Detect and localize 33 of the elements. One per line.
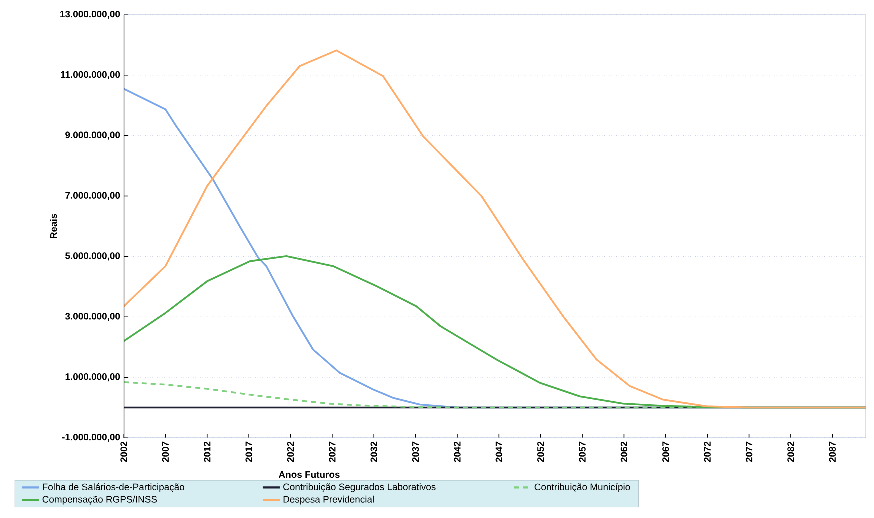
x-tick-label: 2037 — [412, 442, 420, 462]
legend-label: Contribuição Segurados Laborativos — [284, 484, 436, 492]
x-tick-label: 2072 — [704, 442, 711, 462]
x-axis-title: Anos Futuros — [278, 472, 340, 478]
x-tick-label: 2012 — [204, 442, 211, 462]
x-tick-label: 2077 — [746, 442, 753, 462]
y-tick-label: -1.000.000,00 — [62, 434, 120, 442]
legend-label: Folha de Salários-de-Participação — [43, 483, 184, 492]
y-tick-label: 7.000.000,00 — [66, 192, 120, 200]
x-tick-label: 2032 — [370, 442, 378, 462]
y-tick-label: 1.000.000,00 — [66, 374, 120, 382]
x-tick-label: 2062 — [620, 442, 628, 462]
y-axis-title: Reais — [50, 214, 58, 238]
x-tick-label: 2017 — [246, 442, 252, 462]
x-tick-label: 2082 — [788, 442, 794, 462]
y-tick-label: 11.000.000,00 — [61, 71, 120, 80]
y-tick-label: 3.000.000,00 — [65, 313, 120, 322]
y-tick-label: 13.000.000,00 — [60, 10, 120, 20]
x-tick-label: 2052 — [538, 442, 544, 462]
x-tick-label: 2007 — [162, 442, 170, 462]
x-tick-label: 2002 — [120, 442, 128, 462]
y-tick-label: 9.000.000,00 — [66, 132, 120, 140]
legend-label: Despesa Previdencial — [284, 496, 374, 505]
x-tick-label: 2067 — [662, 442, 670, 462]
x-tick-label: 2047 — [496, 442, 503, 462]
x-tick-label: 2087 — [829, 442, 836, 462]
x-tick-label: 2022 — [287, 442, 294, 462]
x-tick-label: 2027 — [329, 442, 336, 462]
x-tick-label: 2057 — [579, 442, 586, 462]
legend-label: Contribuição Município — [534, 483, 630, 492]
legend-label: Compensação RGPS/INSS — [42, 496, 158, 505]
x-tick-label: 2042 — [454, 442, 461, 462]
y-tick-label: 5.000.000,00 — [66, 252, 120, 261]
